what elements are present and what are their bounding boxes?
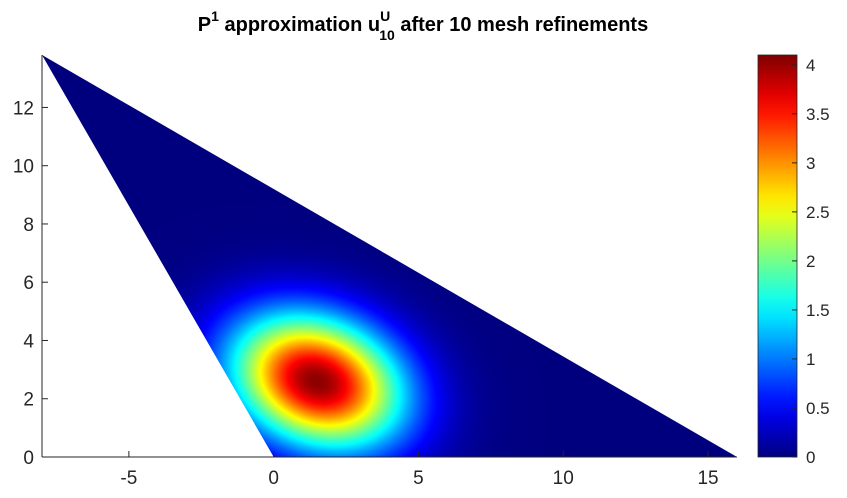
y-tick-label: 4 <box>23 331 34 352</box>
x-tick-label: 5 <box>413 468 424 489</box>
colorbar-frame <box>757 54 798 458</box>
colorbar-tick-label: 1.5 <box>806 301 830 320</box>
colorbar-ticks: 0 0.5 1 1.5 2 2.5 3 3.5 4 <box>792 56 830 467</box>
chart-title: P1 approximation uU 10 after 10 mesh refi… <box>198 8 648 43</box>
colorbar: 0 0.5 1 1.5 2 2.5 3 3.5 4 <box>757 54 830 467</box>
colorbar-gradient <box>758 55 797 457</box>
y-tick-label: 12 <box>13 98 34 119</box>
y-tick-label: 10 <box>13 157 34 178</box>
y-tick-label: 2 <box>23 390 34 411</box>
colorbar-tick-label: 3.5 <box>806 105 830 124</box>
heatmap-surface <box>42 55 737 457</box>
colorbar-tick-label: 2.5 <box>806 203 830 222</box>
y-axis: 0 2 4 6 8 10 12 <box>13 55 48 469</box>
colorbar-tick-label: 3 <box>806 154 815 173</box>
colorbar-tick-label: 1 <box>806 350 815 369</box>
x-tick-label: 10 <box>553 468 574 489</box>
x-tick-label: -5 <box>120 468 137 489</box>
x-axis: -5 0 5 10 15 <box>42 451 737 489</box>
plot-area <box>42 55 737 457</box>
colorbar-tick-label: 0 <box>806 448 815 467</box>
colorbar-tick-label: 0.5 <box>806 399 830 418</box>
colorbar-tick-label: 4 <box>806 56 815 75</box>
y-tick-label: 8 <box>23 215 34 236</box>
y-tick-label: 0 <box>23 448 34 469</box>
y-tick-label: 6 <box>23 273 34 294</box>
colorbar-tick-label: 2 <box>806 252 815 271</box>
x-tick-label: 15 <box>697 468 718 489</box>
x-tick-label: 0 <box>268 468 279 489</box>
